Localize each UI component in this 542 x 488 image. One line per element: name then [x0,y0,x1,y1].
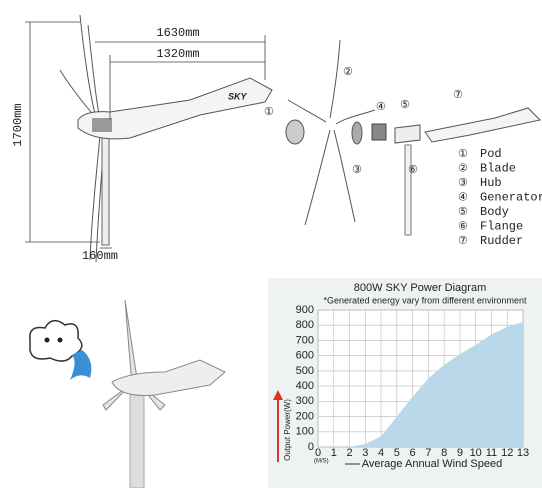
dimension-label: 1630mm [156,26,199,40]
chart-subtitle: *Generated energy vary from different en… [324,295,527,305]
part-number: ② [458,162,468,174]
callout: ⑦ [453,89,463,101]
part-number: ⑥ [458,220,468,232]
dimension-label: 1700mm [11,103,25,146]
y-tick-label: 600 [296,350,314,362]
callout: ⑤ [400,99,410,111]
y-axis-label: Output Power(W) [283,399,292,461]
y-tick-label: 500 [296,365,314,377]
callout: ③ [352,164,362,176]
y-tick-label: 100 [296,426,314,438]
x-tick-label: 3 [362,447,368,459]
y-tick-label: 800 [296,319,314,331]
logo: SKY [228,91,248,101]
x-tick-label: 13 [517,447,529,459]
part-number: ⑦ [458,235,468,247]
callout: ⑥ [408,164,418,176]
y-tick-label: 400 [296,380,314,392]
x-tick-label: 4 [378,447,384,459]
part-number: ③ [458,177,468,189]
part-number: ① [458,148,468,160]
x-tick-label: 11 [486,447,497,459]
x-tick-label: 7 [425,447,431,459]
x-tick-label: 1 [331,447,337,459]
y-tick-label: 0 [308,441,314,453]
x-tick-label: 2 [346,447,352,459]
x-tick-label: 12 [501,447,513,459]
callout: ① [264,106,274,118]
x-tick-label: 6 [410,447,416,459]
callout: ② [343,66,353,78]
x-tick-label: 10 [470,447,482,459]
page: SKY 1630mm 1320mm 1700mm 160mm ① ② ③ ④ ⑤… [0,0,542,488]
x-tick-label: 0 [315,447,321,459]
dimension-lines [25,22,265,248]
x-tick-label: 9 [457,447,463,459]
part-name: Rudder [480,234,523,248]
x-tick-label: 8 [441,447,447,459]
y-tick-label: 200 [296,410,314,422]
part-name: Pod [480,147,502,161]
part-name: Flange [480,220,523,234]
chart-title: 800W SKY Power Diagram [354,282,486,294]
x-tick-label: 5 [394,447,400,459]
part-name: Body [480,205,509,219]
chart: 800W SKY Power Diagram *Generated energy… [273,282,529,470]
dimension-label: 1320mm [156,47,199,61]
y-tick-label: 300 [296,395,314,407]
part-name: Hub [480,176,502,190]
part-number: ④ [458,191,468,203]
part-number: ⑤ [458,206,468,218]
illustration [30,300,225,488]
y-tick-label: 700 [296,334,314,346]
dimension-label: 160mm [82,249,118,263]
part-name: Blade [480,162,516,176]
y-tick-label: 900 [296,304,314,316]
parts-list: ① Pod ② Blade ③ Hub ④ Generator ⑤ Body ⑥ Flange ⑦ Rud… [458,147,542,248]
x-axis-label: Average Annual Wind Speed [362,458,502,470]
x-unit: (M/S) [314,459,329,465]
callout: ④ [376,101,386,113]
part-name: Generator [480,191,542,205]
